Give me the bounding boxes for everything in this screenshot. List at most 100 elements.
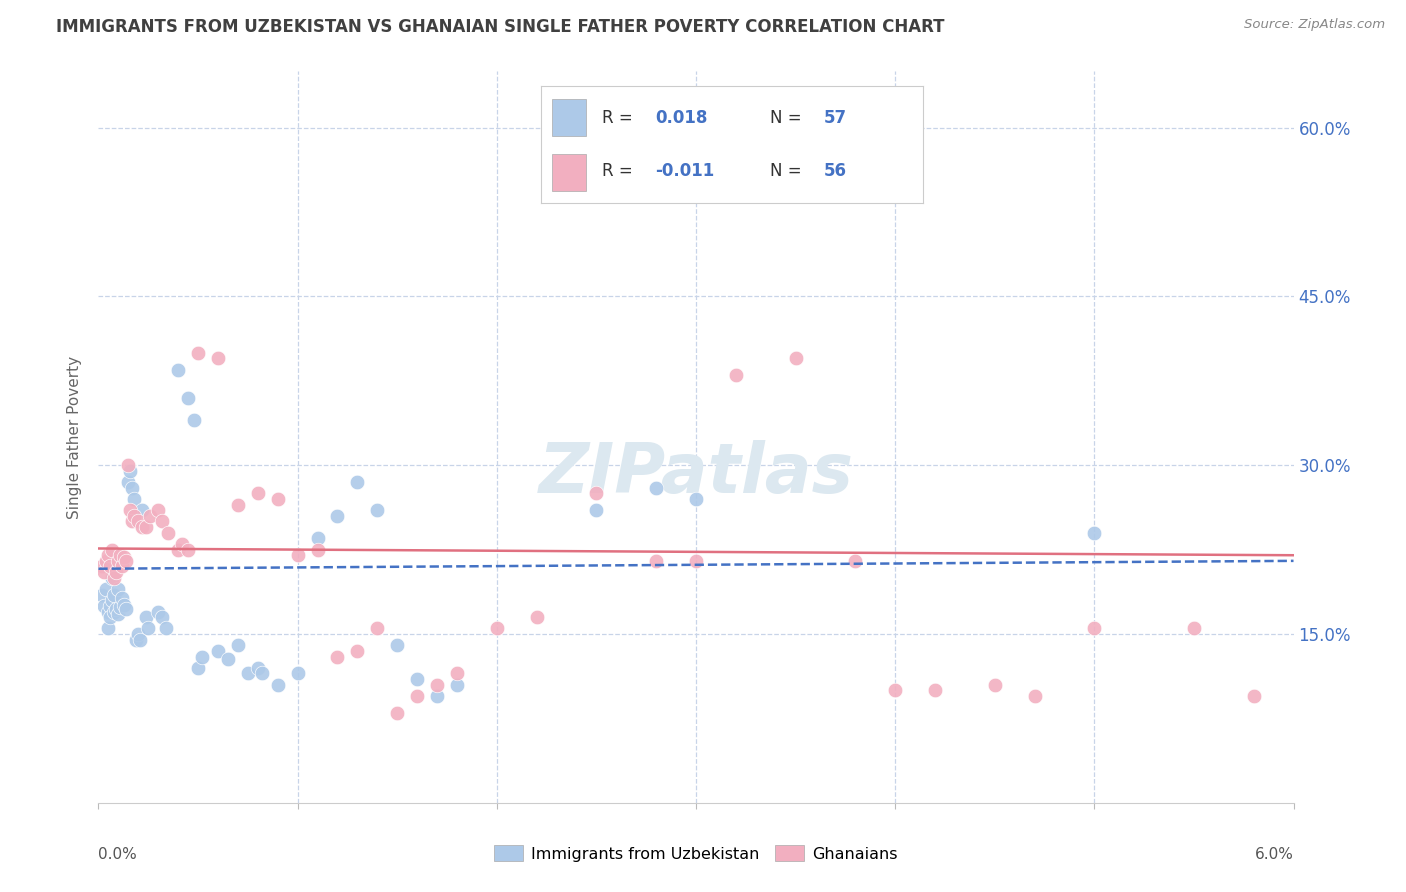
- Point: [177, 542, 200, 557]
- Point: [385, 706, 409, 720]
- Point: [139, 508, 162, 523]
- Legend: Immigrants from Uzbekistan, Ghanaians: Immigrants from Uzbekistan, Ghanaians: [488, 838, 904, 868]
- Point: [1182, 621, 1205, 635]
- Point: [124, 491, 146, 506]
- Point: [685, 554, 707, 568]
- Point: [217, 652, 239, 666]
- Point: [117, 458, 139, 473]
- Point: [167, 362, 190, 376]
- Point: [172, 537, 194, 551]
- Point: [984, 678, 1007, 692]
- Point: [924, 683, 946, 698]
- Point: [98, 610, 122, 624]
- Point: [111, 559, 134, 574]
- Point: [107, 554, 129, 568]
- Point: [93, 565, 115, 579]
- Point: [148, 503, 170, 517]
- Point: [93, 599, 115, 613]
- Point: [645, 481, 668, 495]
- Point: [148, 605, 170, 619]
- Point: [426, 689, 449, 703]
- Point: [446, 678, 468, 692]
- Point: [121, 515, 143, 529]
- Point: [127, 627, 149, 641]
- Point: [191, 649, 214, 664]
- Point: [107, 607, 129, 621]
- Point: [844, 137, 866, 152]
- Point: [884, 683, 907, 698]
- Point: [167, 542, 190, 557]
- Point: [91, 559, 114, 574]
- Point: [183, 413, 205, 427]
- Point: [121, 481, 143, 495]
- Point: [207, 351, 229, 366]
- Point: [101, 571, 124, 585]
- Point: [346, 644, 368, 658]
- Point: [287, 548, 309, 562]
- Text: IMMIGRANTS FROM UZBEKISTAN VS GHANAIAN SINGLE FATHER POVERTY CORRELATION CHART: IMMIGRANTS FROM UZBEKISTAN VS GHANAIAN S…: [56, 18, 945, 36]
- Text: ZIPatlas: ZIPatlas: [538, 440, 853, 508]
- Point: [526, 610, 548, 624]
- Point: [250, 666, 273, 681]
- Point: [98, 599, 122, 613]
- Point: [267, 678, 290, 692]
- Point: [103, 605, 125, 619]
- Point: [105, 565, 128, 579]
- Point: [103, 588, 125, 602]
- Point: [150, 515, 173, 529]
- Point: [236, 666, 259, 681]
- Point: [101, 593, 124, 607]
- Point: [226, 498, 249, 512]
- Point: [136, 621, 159, 635]
- Point: [246, 486, 269, 500]
- Point: [385, 638, 409, 652]
- Point: [117, 475, 139, 489]
- Point: [101, 542, 124, 557]
- Point: [105, 602, 128, 616]
- Point: [246, 661, 269, 675]
- Point: [111, 591, 134, 605]
- Point: [112, 550, 135, 565]
- Point: [129, 632, 152, 647]
- Point: [131, 520, 153, 534]
- Point: [366, 503, 388, 517]
- Point: [645, 554, 668, 568]
- Point: [267, 491, 290, 506]
- Point: [91, 588, 114, 602]
- Point: [115, 602, 138, 616]
- Point: [120, 464, 142, 478]
- Point: [150, 610, 173, 624]
- Point: [326, 649, 349, 664]
- Point: [307, 532, 329, 546]
- Point: [177, 391, 200, 405]
- Point: [127, 515, 149, 529]
- Point: [406, 672, 429, 686]
- Point: [685, 491, 707, 506]
- Point: [97, 621, 120, 635]
- Point: [1024, 689, 1046, 703]
- Point: [135, 610, 157, 624]
- Point: [1243, 689, 1265, 703]
- Point: [115, 554, 138, 568]
- Point: [110, 548, 132, 562]
- Point: [96, 582, 118, 596]
- Point: [1083, 621, 1105, 635]
- Point: [844, 554, 866, 568]
- Point: [485, 621, 508, 635]
- Point: [307, 542, 329, 557]
- Y-axis label: Single Father Poverty: Single Father Poverty: [67, 356, 83, 518]
- Text: 0.0%: 0.0%: [98, 847, 138, 862]
- Point: [155, 621, 177, 635]
- Point: [120, 503, 142, 517]
- Point: [103, 571, 125, 585]
- Point: [125, 632, 148, 647]
- Point: [98, 559, 122, 574]
- Point: [107, 582, 129, 596]
- Point: [110, 599, 132, 614]
- Point: [287, 666, 309, 681]
- Point: [785, 351, 807, 366]
- Point: [187, 345, 209, 359]
- Point: [426, 678, 449, 692]
- Point: [124, 508, 146, 523]
- Point: [187, 661, 209, 675]
